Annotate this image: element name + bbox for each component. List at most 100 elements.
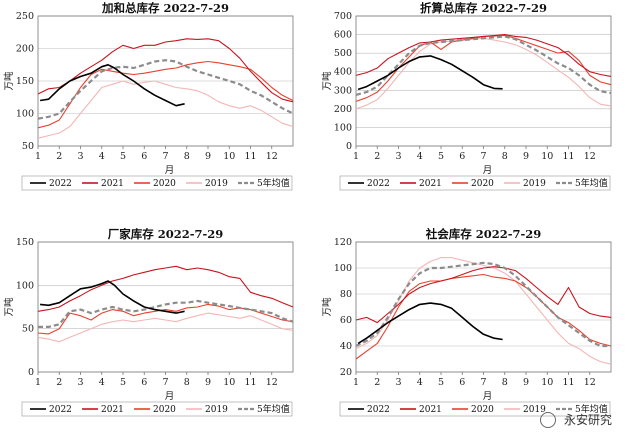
series-line-2022 bbox=[357, 55, 503, 91]
x-tick-label: 8 bbox=[184, 377, 190, 388]
series-line-2022 bbox=[357, 302, 503, 345]
legend-label-2022: 2022 bbox=[367, 405, 390, 415]
x-tick-label: 10 bbox=[223, 377, 235, 388]
y-axis-label: 万吨 bbox=[3, 297, 15, 317]
wechat-icon bbox=[540, 412, 557, 428]
legend-box bbox=[21, 175, 293, 191]
legend-label-2020: 2020 bbox=[471, 405, 494, 415]
x-tick-label: 3 bbox=[395, 151, 401, 162]
chart-title: 加和总库存 2022-7-29 bbox=[101, 1, 229, 15]
plot-frame bbox=[37, 241, 294, 373]
x-tick-label: 10 bbox=[541, 377, 553, 388]
y-tick-label: 500 bbox=[334, 48, 352, 59]
x-tick-label: 7 bbox=[480, 377, 486, 388]
x-tick-label: 5 bbox=[438, 151, 444, 162]
legend-label-avg: 5年均值 bbox=[257, 403, 290, 415]
x-tick-label: 3 bbox=[77, 377, 83, 388]
chart-panel-social-inventory: 社会库存 2022-7-29 20 40 60 80 100 120 1 2 3 4 5 6 7 8 9 10 1… bbox=[320, 226, 620, 436]
y-axis-label: 万吨 bbox=[3, 71, 15, 91]
x-tick-label: 5 bbox=[120, 377, 126, 388]
legend-label-2019: 2019 bbox=[523, 405, 546, 415]
series-line-2021 bbox=[37, 38, 294, 103]
series-line-2019 bbox=[37, 80, 294, 139]
x-tick-label: 10 bbox=[223, 151, 235, 162]
legend-label-2019: 2019 bbox=[523, 179, 546, 189]
y-tick-label: 600 bbox=[334, 30, 352, 41]
x-tick-label: 5 bbox=[120, 151, 126, 162]
series-line-2020 bbox=[355, 273, 612, 360]
y-axis-label: 万吨 bbox=[321, 297, 333, 317]
legend-label-2020: 2020 bbox=[153, 405, 176, 415]
legend-label-2021: 2021 bbox=[101, 405, 124, 415]
x-tick-label: 3 bbox=[395, 377, 401, 388]
x-tick-label: 4 bbox=[99, 377, 105, 388]
series-line-2020 bbox=[355, 34, 612, 102]
y-tick-label: 300 bbox=[334, 85, 352, 96]
legend-label-avg: 5年均值 bbox=[575, 403, 608, 415]
y-tick-label: 0 bbox=[346, 141, 352, 152]
x-tick-label: 12 bbox=[266, 377, 278, 388]
y-tick-label: 60 bbox=[340, 315, 352, 326]
chart-panel-converted-inventory: 折算总库存 2022-7-29 0 100 200 300 400 500 600 700 1 2 3… bbox=[320, 0, 620, 210]
y-tick-label: 120 bbox=[334, 237, 352, 248]
series-line-avg bbox=[355, 261, 611, 348]
x-tick-label: 6 bbox=[459, 151, 465, 162]
x-tick-label: 7 bbox=[480, 151, 486, 162]
series-line-2022 bbox=[40, 280, 185, 314]
legend-label-2021: 2021 bbox=[419, 405, 442, 415]
legend-label-avg: 5年均值 bbox=[257, 177, 290, 189]
watermark: 永安研究 bbox=[540, 411, 612, 428]
legend-label-2020: 2020 bbox=[471, 179, 494, 189]
series-line-2021 bbox=[37, 265, 294, 312]
legend-label-2019: 2019 bbox=[205, 405, 228, 415]
x-tick-label: 8 bbox=[184, 151, 190, 162]
x-tick-label: 6 bbox=[141, 151, 147, 162]
y-tick-label: 400 bbox=[334, 67, 352, 78]
x-tick-label: 8 bbox=[502, 377, 508, 388]
chart-title: 折算总库存 2022-7-29 bbox=[420, 1, 547, 15]
series-line-2019 bbox=[355, 257, 612, 365]
x-tick-label: 2 bbox=[56, 377, 62, 388]
x-tick-label: 1 bbox=[353, 377, 359, 388]
y-tick-label: 100 bbox=[334, 122, 352, 133]
y-tick-label: 150 bbox=[16, 237, 34, 248]
x-tick-label: 2 bbox=[56, 151, 62, 162]
y-tick-label: 100 bbox=[16, 109, 34, 120]
chart-title: 社会库存 2022-7-29 bbox=[425, 227, 542, 241]
series-line-2021 bbox=[355, 266, 612, 324]
x-tick-label: 7 bbox=[162, 377, 168, 388]
legend-label-2022: 2022 bbox=[49, 179, 72, 189]
plot-frame bbox=[37, 15, 294, 147]
y-tick-label: 250 bbox=[16, 11, 34, 22]
x-tick-label: 1 bbox=[35, 377, 41, 388]
x-tick-label: 3 bbox=[77, 151, 83, 162]
x-axis-label: 月 bbox=[483, 165, 493, 176]
y-tick-label: 50 bbox=[22, 324, 34, 335]
series-line-2022 bbox=[39, 64, 185, 107]
chart-panel-total-inventory: 加和总库存 2022-7-29 50 100 150 200 250 1 2 3 4 5 6 7 8 9 10… bbox=[2, 0, 302, 210]
series-line-2019 bbox=[37, 312, 294, 343]
x-axis-label: 月 bbox=[483, 391, 493, 402]
chart-title: 厂家库存 2022-7-29 bbox=[108, 227, 224, 241]
y-tick-label: 0 bbox=[28, 367, 34, 378]
x-tick-label: 12 bbox=[266, 151, 278, 162]
y-tick-label: 150 bbox=[16, 76, 34, 87]
x-tick-label: 9 bbox=[523, 377, 529, 388]
x-tick-label: 9 bbox=[523, 151, 529, 162]
y-tick-label: 50 bbox=[22, 141, 34, 152]
x-tick-label: 6 bbox=[459, 377, 465, 388]
x-tick-label: 5 bbox=[438, 377, 444, 388]
x-tick-label: 12 bbox=[584, 151, 596, 162]
x-tick-label: 11 bbox=[562, 151, 574, 162]
legend-label-2020: 2020 bbox=[153, 179, 176, 189]
y-tick-label: 20 bbox=[340, 367, 352, 378]
x-tick-label: 4 bbox=[417, 151, 423, 162]
x-tick-label: 10 bbox=[541, 151, 553, 162]
x-tick-label: 4 bbox=[417, 377, 423, 388]
x-tick-label: 11 bbox=[562, 377, 574, 388]
watermark-text: 永安研究 bbox=[563, 412, 612, 427]
chart-panel-factory-inventory: 厂家库存 2022-7-29 0 50 100 150 1 2 3 4 5 6 7 8 9 10 11 12 万吨… bbox=[2, 226, 302, 436]
legend-box bbox=[339, 175, 611, 191]
